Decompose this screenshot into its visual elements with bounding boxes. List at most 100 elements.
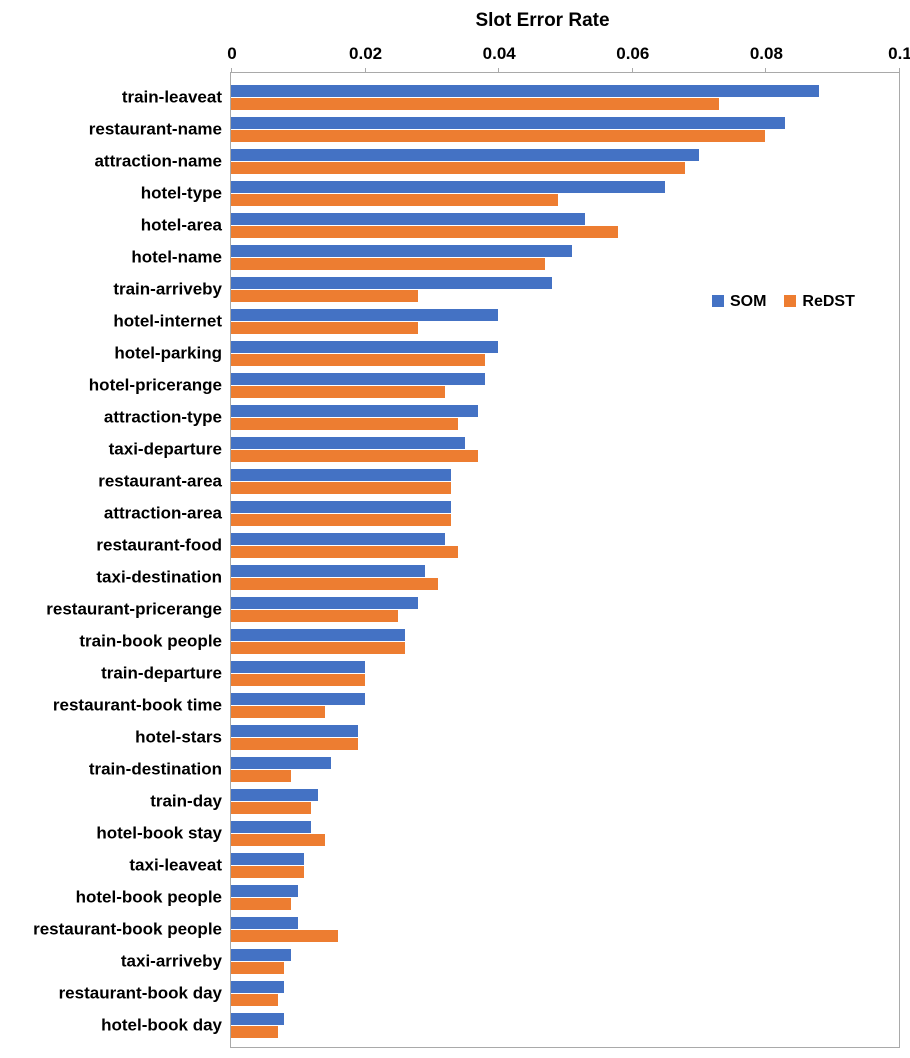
bar-som bbox=[231, 501, 451, 513]
bar-redst bbox=[231, 386, 445, 398]
x-tick-label: 0.06 bbox=[616, 44, 649, 64]
legend-label: SOM bbox=[730, 293, 766, 310]
category-label: restaurant-book people bbox=[33, 920, 222, 937]
x-tick-label: 0 bbox=[227, 44, 236, 64]
category-label: train-day bbox=[150, 792, 222, 809]
category-label: taxi-departure bbox=[109, 440, 222, 457]
category-label: hotel-type bbox=[141, 184, 222, 201]
bar-redst bbox=[231, 450, 478, 462]
bar-redst bbox=[231, 162, 685, 174]
bar-som bbox=[231, 213, 585, 225]
bar-som bbox=[231, 533, 445, 545]
bar-redst bbox=[231, 610, 398, 622]
category-label: attraction-area bbox=[104, 504, 222, 521]
bar-som bbox=[231, 181, 665, 193]
category-label: hotel-parking bbox=[114, 344, 222, 361]
bar-redst bbox=[231, 642, 405, 654]
x-tick-mark bbox=[365, 68, 366, 73]
bar-som bbox=[231, 469, 451, 481]
chart-title: Slot Error Rate bbox=[10, 10, 900, 32]
bar-som bbox=[231, 245, 572, 257]
legend-item: SOM bbox=[712, 293, 766, 311]
legend-item: ReDST bbox=[784, 293, 854, 311]
bar-som bbox=[231, 1013, 284, 1025]
bar-som bbox=[231, 149, 699, 161]
category-label: hotel-book people bbox=[76, 888, 222, 905]
bar-redst bbox=[231, 322, 418, 334]
slot-error-rate-chart: Slot Error Rate 00.020.040.060.080.1 tra… bbox=[10, 10, 900, 1048]
bar-som bbox=[231, 853, 304, 865]
x-tick-mark bbox=[632, 68, 633, 73]
bar-redst bbox=[231, 802, 311, 814]
category-label: hotel-pricerange bbox=[89, 376, 222, 393]
bar-redst bbox=[231, 674, 365, 686]
bar-som bbox=[231, 661, 365, 673]
bar-som bbox=[231, 309, 498, 321]
category-label: restaurant-pricerange bbox=[46, 600, 222, 617]
bar-som bbox=[231, 885, 298, 897]
bar-som bbox=[231, 437, 465, 449]
x-tick-mark bbox=[231, 68, 232, 73]
bar-redst bbox=[231, 866, 304, 878]
bar-redst bbox=[231, 770, 291, 782]
bar-redst bbox=[231, 290, 418, 302]
legend-swatch bbox=[712, 295, 724, 307]
bar-redst bbox=[231, 130, 765, 142]
bar-redst bbox=[231, 226, 618, 238]
x-axis-ticks: 00.020.040.060.080.1 bbox=[232, 44, 900, 66]
bar-som bbox=[231, 373, 485, 385]
plot-area: SOM ReDST bbox=[230, 72, 900, 1048]
bar-som bbox=[231, 405, 478, 417]
x-tick-label: 0.02 bbox=[349, 44, 382, 64]
bar-som bbox=[231, 597, 418, 609]
category-label: taxi-leaveat bbox=[129, 856, 222, 873]
bar-som bbox=[231, 277, 552, 289]
bar-redst bbox=[231, 898, 291, 910]
legend-swatch bbox=[784, 295, 796, 307]
bar-redst bbox=[231, 1026, 278, 1038]
y-axis-labels: train-leaveat restaurant-name attraction-n… bbox=[10, 72, 230, 1048]
category-label: attraction-name bbox=[94, 152, 222, 169]
category-label: restaurant-food bbox=[96, 536, 222, 553]
bar-som bbox=[231, 757, 331, 769]
category-label: restaurant-book day bbox=[59, 984, 222, 1001]
category-label: restaurant-book time bbox=[53, 696, 222, 713]
category-label: hotel-stars bbox=[135, 728, 222, 745]
bar-redst bbox=[231, 546, 458, 558]
bar-redst bbox=[231, 706, 325, 718]
x-axis: 00.020.040.060.080.1 bbox=[10, 44, 900, 66]
category-label: taxi-arriveby bbox=[121, 952, 222, 969]
bar-som bbox=[231, 949, 291, 961]
x-tick-label: 0.04 bbox=[483, 44, 516, 64]
bar-redst bbox=[231, 258, 545, 270]
x-tick-mark bbox=[498, 68, 499, 73]
bar-som bbox=[231, 629, 405, 641]
category-label: train-arriveby bbox=[113, 280, 222, 297]
category-label: train-destination bbox=[89, 760, 222, 777]
bar-redst bbox=[231, 514, 451, 526]
bar-redst bbox=[231, 994, 278, 1006]
x-tick-label: 0.08 bbox=[750, 44, 783, 64]
category-label: taxi-destination bbox=[96, 568, 222, 585]
bar-som bbox=[231, 917, 298, 929]
bar-som bbox=[231, 85, 819, 97]
bar-som bbox=[231, 789, 318, 801]
x-tick-label: 0.1 bbox=[888, 44, 910, 64]
category-label: hotel-area bbox=[141, 216, 222, 233]
bar-redst bbox=[231, 354, 485, 366]
bar-redst bbox=[231, 482, 451, 494]
bar-som bbox=[231, 341, 498, 353]
bar-redst bbox=[231, 738, 358, 750]
category-label: hotel-name bbox=[131, 248, 222, 265]
bar-redst bbox=[231, 98, 719, 110]
legend: SOM ReDST bbox=[712, 293, 855, 311]
bar-som bbox=[231, 725, 358, 737]
bar-redst bbox=[231, 962, 284, 974]
category-label: restaurant-name bbox=[89, 120, 222, 137]
bar-som bbox=[231, 981, 284, 993]
category-label: train-leaveat bbox=[122, 88, 222, 105]
bar-som bbox=[231, 565, 425, 577]
bar-som bbox=[231, 117, 785, 129]
category-label: train-departure bbox=[101, 664, 222, 681]
bar-redst bbox=[231, 194, 558, 206]
